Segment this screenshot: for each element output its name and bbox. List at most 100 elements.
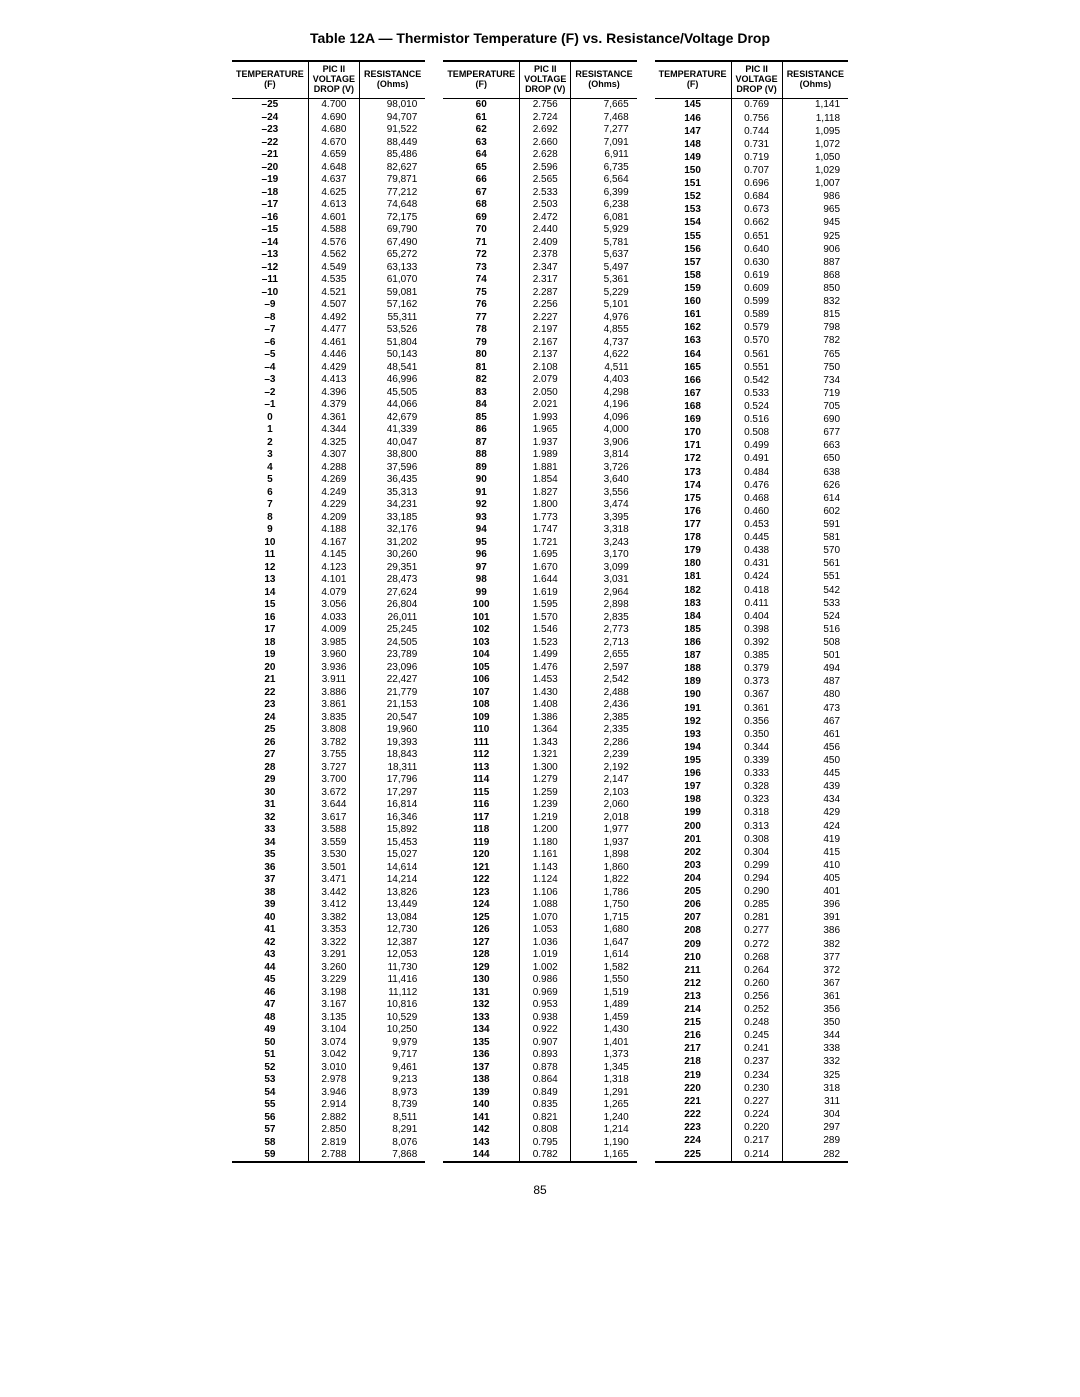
cell-volt: 0.756 xyxy=(731,112,782,125)
table-row: 1960.333 445 xyxy=(655,767,848,780)
cell-volt: 2.819 xyxy=(308,1136,359,1149)
table-row: 2060.285 396 xyxy=(655,898,848,911)
table-row: 1850.398 516 xyxy=(655,623,848,636)
cell-res: 1,265 xyxy=(571,1099,637,1112)
cell-res: 467 xyxy=(782,715,848,728)
table-row: 203.93623,096 xyxy=(232,661,425,674)
cell-temp: –21 xyxy=(232,149,308,162)
cell-res: 1,029 xyxy=(782,164,848,177)
cell-volt: 0.969 xyxy=(520,986,571,999)
cell-res: 2,103 xyxy=(571,786,637,799)
cell-volt: 4.288 xyxy=(308,461,359,474)
cell-volt: 0.367 xyxy=(731,689,782,702)
cell-temp: 5 xyxy=(232,474,308,487)
table-row: 1420.808 1,214 xyxy=(443,1124,636,1137)
cell-res: 434 xyxy=(782,794,848,807)
cell-res: 9,717 xyxy=(359,1049,425,1062)
cell-temp: 30 xyxy=(232,786,308,799)
cell-res: 1,647 xyxy=(571,936,637,949)
cell-volt: 1.070 xyxy=(520,911,571,924)
table-row: 14.34441,339 xyxy=(232,424,425,437)
table-row: 1001.595 2,898 xyxy=(443,599,636,612)
cell-temp: 9 xyxy=(232,524,308,537)
cell-res: 1,240 xyxy=(571,1111,637,1124)
table-row: 1011.570 2,835 xyxy=(443,611,636,624)
cell-temp: 64 xyxy=(443,149,519,162)
table-row: 1680.524 705 xyxy=(655,400,848,413)
table-row: 1700.508 677 xyxy=(655,426,848,439)
table-row: 153.05626,804 xyxy=(232,599,425,612)
cell-temp: 62 xyxy=(443,124,519,137)
cell-temp: 49 xyxy=(232,1024,308,1037)
table-row: 223.88621,779 xyxy=(232,686,425,699)
cell-temp: 27 xyxy=(232,749,308,762)
cell-res: 719 xyxy=(782,387,848,400)
cell-temp: 96 xyxy=(443,549,519,562)
table-row: 2160.245 344 xyxy=(655,1029,848,1042)
cell-res: 3,474 xyxy=(571,499,637,512)
cell-temp: 213 xyxy=(655,990,731,1003)
cell-volt: 0.308 xyxy=(731,833,782,846)
cell-volt: 4.396 xyxy=(308,386,359,399)
cell-temp: 74 xyxy=(443,274,519,287)
cell-temp: 71 xyxy=(443,236,519,249)
table-row: 1710.499 663 xyxy=(655,440,848,453)
table-row: 1091.386 2,385 xyxy=(443,711,636,724)
table-row: 632.660 7,091 xyxy=(443,136,636,149)
cell-volt: 1.239 xyxy=(520,799,571,812)
cell-volt: 4.588 xyxy=(308,224,359,237)
table-row: 1430.795 1,190 xyxy=(443,1136,636,1149)
cell-volt: 4.101 xyxy=(308,574,359,587)
cell-temp: 206 xyxy=(655,898,731,911)
cell-res: 2,542 xyxy=(571,674,637,687)
cell-volt: 0.731 xyxy=(731,138,782,151)
table-row: 772.227 4,976 xyxy=(443,311,636,324)
cell-volt: 1.800 xyxy=(520,499,571,512)
table-row: 1600.599 832 xyxy=(655,295,848,308)
cell-temp: 219 xyxy=(655,1069,731,1082)
cell-temp: 174 xyxy=(655,479,731,492)
cell-res: 6,735 xyxy=(571,161,637,174)
table-row: 1580.619 868 xyxy=(655,269,848,282)
table-row: –154.58869,790 xyxy=(232,224,425,237)
cell-volt: 3.074 xyxy=(308,1036,359,1049)
cell-temp: 48 xyxy=(232,1011,308,1024)
table-row: 961.695 3,170 xyxy=(443,549,636,562)
cell-res: 1,095 xyxy=(782,125,848,138)
cell-res: 4,976 xyxy=(571,311,637,324)
cell-res: 1,072 xyxy=(782,138,848,151)
cell-res: 18,311 xyxy=(359,761,425,774)
cell-temp: 176 xyxy=(655,505,731,518)
cell-volt: 1.180 xyxy=(520,836,571,849)
table-row: 353.53015,027 xyxy=(232,849,425,862)
table-row: 2200.230 318 xyxy=(655,1082,848,1095)
cell-volt: 1.881 xyxy=(520,461,571,474)
cell-temp: 142 xyxy=(443,1124,519,1137)
cell-temp: 79 xyxy=(443,336,519,349)
cell-res: 450 xyxy=(782,754,848,767)
cell-temp: 225 xyxy=(655,1147,731,1162)
cell-volt: 4.576 xyxy=(308,236,359,249)
cell-volt: 0.821 xyxy=(520,1111,571,1124)
table-row: 24.32540,047 xyxy=(232,436,425,449)
cell-volt: 1.124 xyxy=(520,874,571,887)
cell-volt: 0.264 xyxy=(731,964,782,977)
cell-res: 377 xyxy=(782,951,848,964)
cell-volt: 4.229 xyxy=(308,499,359,512)
table-row: 901.854 3,640 xyxy=(443,474,636,487)
table-row: 1300.986 1,550 xyxy=(443,974,636,987)
cell-volt: 4.269 xyxy=(308,474,359,487)
cell-volt: 0.589 xyxy=(731,308,782,321)
cell-volt: 1.619 xyxy=(520,586,571,599)
table-row: 782.197 4,855 xyxy=(443,324,636,337)
cell-res: 15,027 xyxy=(359,849,425,862)
cell-volt: 0.333 xyxy=(731,767,782,780)
cell-temp: 12 xyxy=(232,561,308,574)
cell-temp: 59 xyxy=(232,1149,308,1163)
cell-temp: 24 xyxy=(232,711,308,724)
cell-temp: 102 xyxy=(443,624,519,637)
table-row: 333.58815,892 xyxy=(232,824,425,837)
cell-temp: 189 xyxy=(655,676,731,689)
cell-temp: 99 xyxy=(443,586,519,599)
cell-res: 8,739 xyxy=(359,1099,425,1112)
